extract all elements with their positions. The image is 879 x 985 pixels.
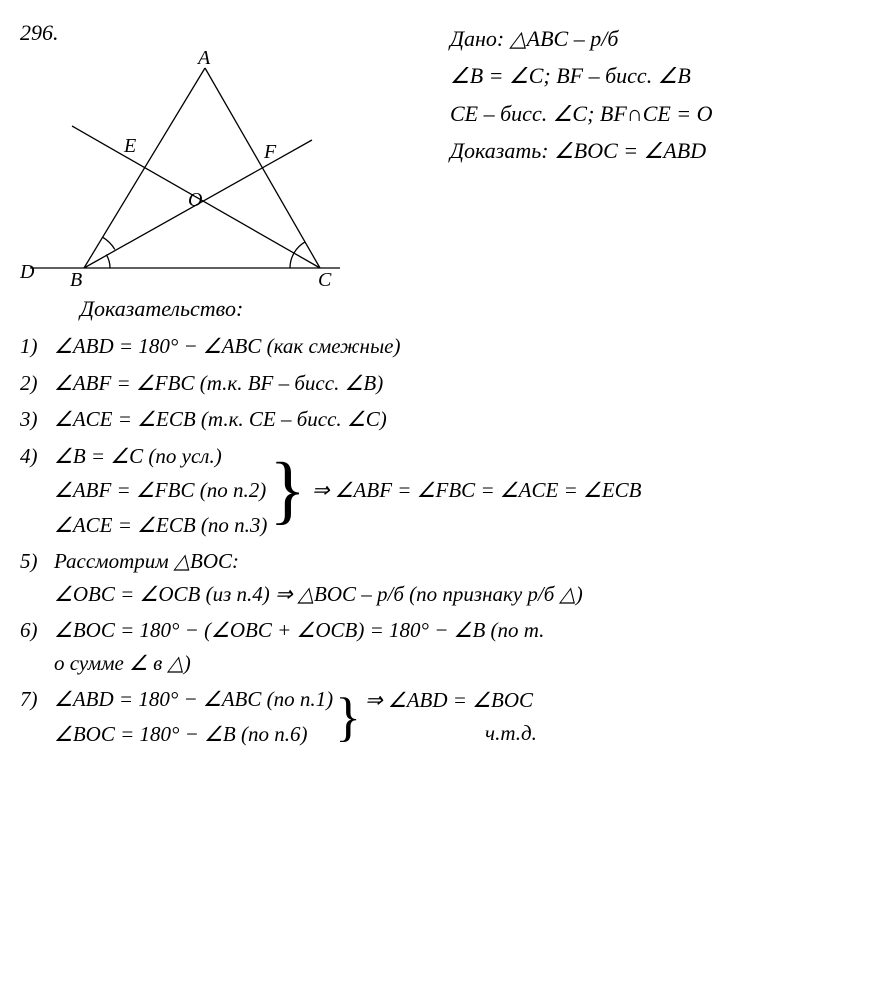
step-number: 6)	[20, 614, 54, 647]
svg-text:B: B	[70, 269, 82, 291]
step-4a: ∠B = ∠C (по усл.)	[54, 440, 267, 473]
svg-text:C: C	[318, 269, 332, 291]
step-4c: ∠ACE = ∠ECB (по п.3)	[54, 509, 267, 542]
step-5a: Рассмотрим △BOC:	[54, 545, 859, 578]
top-section: 296. A B C D E F O Дано: △ABC – р/б ∠B = ∠C; B…	[20, 20, 859, 290]
step-7-group: ∠ABD = 180° − ∠ABC (по п.1) ∠BOC = 180° …	[54, 683, 859, 750]
left-column: 296. A B C D E F O	[20, 20, 400, 290]
step-number: 1)	[20, 330, 54, 363]
step-text: ∠ABD = 180° − ∠ABC (как смежные)	[54, 330, 859, 363]
step-4-group: ∠B = ∠C (по усл.) ∠ABF = ∠FBC (по п.2) ∠…	[54, 440, 859, 542]
step-7a: ∠ABD = 180° − ∠ABC (по п.1)	[54, 683, 333, 716]
brace-icon: }	[269, 456, 305, 524]
step-2: 2) ∠ABF = ∠FBC (т.к. BF – бисс. ∠B)	[20, 367, 859, 400]
step-6a: ∠BOC = 180° − (∠OBC + ∠OCB) = 180° − ∠B …	[54, 614, 859, 647]
proof-title: Доказательство:	[80, 296, 859, 322]
step-number: 4)	[20, 440, 54, 473]
problem-number: 296.	[20, 20, 400, 46]
step-5: 5) Рассмотрим △BOC: ∠OBC = ∠OCB (из п.4)…	[20, 545, 859, 610]
step-5b: ∠OBC = ∠OCB (из п.4) ⇒ △BOC – р/б (по пр…	[54, 578, 859, 611]
step-text: ∠ABF = ∠FBC (т.к. BF – бисс. ∠B)	[54, 367, 859, 400]
brace-icon: }	[335, 693, 361, 742]
svg-text:E: E	[123, 135, 136, 157]
prove-statement: ∠BOC = ∠ABD	[554, 138, 706, 163]
svg-text:F: F	[263, 141, 277, 163]
step-6: 6) ∠BOC = 180° − (∠OBC + ∠OCB) = 180° − …	[20, 614, 859, 679]
step-4: 4) ∠B = ∠C (по усл.) ∠ABF = ∠FBC (по п.2…	[20, 440, 859, 542]
step-6-body: ∠BOC = 180° − (∠OBC + ∠OCB) = 180° − ∠B …	[54, 614, 859, 679]
step-7-conclusion: ⇒ ∠ABD = ∠BOC ч.т.д.	[365, 684, 537, 749]
step-number: 3)	[20, 403, 54, 436]
step-4b: ∠ABF = ∠FBC (по п.2)	[54, 474, 267, 507]
svg-text:D: D	[19, 261, 35, 283]
svg-text:A: A	[196, 47, 211, 69]
step-4-premises: ∠B = ∠C (по усл.) ∠ABF = ∠FBC (по п.2) ∠…	[54, 440, 267, 542]
step-7: 7) ∠ABD = 180° − ∠ABC (по п.1) ∠BOC = 18…	[20, 683, 859, 750]
step-text: ∠ACE = ∠ECB (т.к. CE – бисс. ∠C)	[54, 403, 859, 436]
step-7-premises: ∠ABD = 180° − ∠ABC (по п.1) ∠BOC = 180° …	[54, 683, 333, 750]
step-4-conclusion: ⇒ ∠ABF = ∠FBC = ∠ACE = ∠ECB	[312, 474, 642, 507]
step-number: 2)	[20, 367, 54, 400]
given-line1: △ABC – р/б	[510, 26, 619, 51]
step-number: 5)	[20, 545, 54, 578]
prove-title: Доказать:	[450, 138, 549, 163]
step-3: 3) ∠ACE = ∠ECB (т.к. CE – бисс. ∠C)	[20, 403, 859, 436]
given-title: Дано:	[450, 26, 504, 51]
step-5-body: Рассмотрим △BOC: ∠OBC = ∠OCB (из п.4) ⇒ …	[54, 545, 859, 610]
proof-steps: 1) ∠ABD = 180° − ∠ABC (как смежные) 2) ∠…	[20, 330, 859, 751]
step-7b: ∠BOC = 180° − ∠B (по п.6)	[54, 718, 333, 751]
step-number: 7)	[20, 683, 54, 716]
given-line3: CE – бисс. ∠C; BF∩CE = O	[450, 95, 713, 132]
given-line2: ∠B = ∠C; BF – бисс. ∠B	[450, 57, 713, 94]
triangle-diagram: A B C D E F O	[20, 50, 360, 290]
given-block: Дано: △ABC – р/б ∠B = ∠C; BF – бисс. ∠B …	[450, 20, 713, 170]
step-6b: о сумме ∠ в △)	[54, 647, 859, 680]
svg-text:O: O	[188, 189, 202, 211]
step-1: 1) ∠ABD = 180° − ∠ABC (как смежные)	[20, 330, 859, 363]
qed: ч.т.д.	[485, 721, 537, 745]
